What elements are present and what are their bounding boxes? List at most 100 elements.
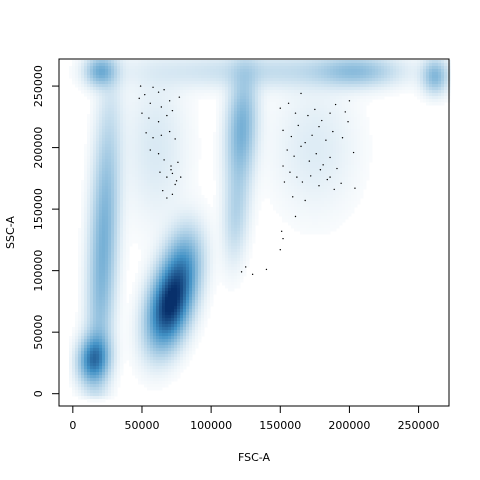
density-cell bbox=[213, 147, 217, 151]
density-cell bbox=[399, 81, 403, 85]
density-cell bbox=[282, 141, 286, 145]
density-cell bbox=[111, 204, 115, 208]
density-cell bbox=[366, 156, 370, 160]
density-cell bbox=[315, 144, 319, 148]
density-cell bbox=[279, 126, 283, 130]
density-cell bbox=[93, 192, 97, 196]
density-cell bbox=[372, 69, 376, 73]
density-cell bbox=[99, 117, 103, 121]
density-cell bbox=[288, 66, 292, 70]
density-cell bbox=[195, 177, 199, 181]
density-cell bbox=[267, 72, 271, 76]
density-cell bbox=[258, 60, 262, 64]
density-cell bbox=[189, 120, 193, 124]
density-cell bbox=[75, 81, 79, 85]
density-cell bbox=[261, 102, 265, 106]
density-cell bbox=[303, 174, 307, 178]
density-cell bbox=[261, 165, 265, 169]
density-cell bbox=[282, 66, 286, 70]
density-cell bbox=[138, 69, 142, 73]
density-cell bbox=[177, 60, 181, 64]
density-cell bbox=[174, 90, 178, 94]
density-cell bbox=[123, 171, 127, 175]
density-cell bbox=[285, 96, 289, 100]
density-cell bbox=[105, 99, 109, 103]
density-cell bbox=[318, 108, 322, 112]
density-cell bbox=[252, 81, 256, 85]
density-cell bbox=[327, 69, 331, 73]
density-cell bbox=[258, 78, 262, 82]
density-cell bbox=[165, 72, 169, 76]
density-cell bbox=[258, 138, 262, 142]
density-cell bbox=[123, 168, 127, 172]
density-cell bbox=[342, 99, 346, 103]
density-cell bbox=[333, 192, 337, 196]
density-cell bbox=[222, 165, 226, 169]
density-cell bbox=[273, 162, 277, 166]
density-cell bbox=[207, 63, 211, 67]
density-cell bbox=[393, 78, 397, 82]
density-cell bbox=[216, 174, 220, 178]
density-cell bbox=[228, 183, 232, 187]
density-cell bbox=[282, 111, 286, 115]
density-cell bbox=[147, 120, 151, 124]
density-cell bbox=[417, 90, 421, 94]
density-cell bbox=[147, 99, 151, 103]
density-cell bbox=[108, 204, 112, 208]
density-cell bbox=[309, 189, 313, 193]
density-cell bbox=[150, 210, 154, 214]
density-cell bbox=[132, 69, 136, 73]
density-cell bbox=[108, 153, 112, 157]
density-cell bbox=[153, 114, 157, 118]
density-cell bbox=[246, 144, 250, 148]
density-cell bbox=[267, 114, 271, 118]
density-cell bbox=[222, 153, 226, 157]
density-cell bbox=[264, 111, 268, 115]
density-cell bbox=[243, 78, 247, 82]
density-cell bbox=[324, 189, 328, 193]
density-cell bbox=[162, 114, 166, 118]
density-cell bbox=[129, 189, 133, 193]
density-cell bbox=[312, 201, 316, 205]
density-cell bbox=[93, 159, 97, 163]
density-cell bbox=[183, 207, 187, 211]
density-cell bbox=[321, 120, 325, 124]
density-cell bbox=[441, 78, 445, 82]
density-cell bbox=[123, 174, 127, 178]
density-cell bbox=[285, 87, 289, 91]
density-cell bbox=[351, 111, 355, 115]
density-cell bbox=[246, 159, 250, 163]
density-cell bbox=[117, 108, 121, 112]
density-cell bbox=[441, 102, 445, 106]
density-cell bbox=[321, 156, 325, 160]
density-cell bbox=[381, 87, 385, 91]
density-cell bbox=[120, 78, 124, 82]
density-cell bbox=[192, 171, 196, 175]
density-cell bbox=[195, 162, 199, 166]
density-cell bbox=[252, 171, 256, 175]
density-cell bbox=[240, 186, 244, 190]
density-cell bbox=[96, 72, 100, 76]
density-cell bbox=[183, 174, 187, 178]
density-cell bbox=[156, 210, 160, 214]
density-cell bbox=[342, 120, 346, 124]
density-cell bbox=[366, 177, 370, 181]
density-cell bbox=[276, 99, 280, 103]
density-cell bbox=[165, 195, 169, 199]
density-cell bbox=[213, 156, 217, 160]
density-cell bbox=[234, 147, 238, 151]
density-cell bbox=[264, 159, 268, 163]
density-cell bbox=[126, 174, 130, 178]
density-cell bbox=[99, 177, 103, 181]
density-cell bbox=[216, 117, 220, 121]
density-cell bbox=[273, 180, 277, 184]
density-cell bbox=[144, 105, 148, 109]
density-cell bbox=[342, 126, 346, 130]
density-cell bbox=[357, 117, 361, 121]
density-cell bbox=[138, 198, 142, 202]
density-cell bbox=[228, 195, 232, 199]
density-cell bbox=[357, 165, 361, 169]
density-cell bbox=[156, 171, 160, 175]
density-cell bbox=[396, 93, 400, 97]
density-cell bbox=[318, 66, 322, 70]
